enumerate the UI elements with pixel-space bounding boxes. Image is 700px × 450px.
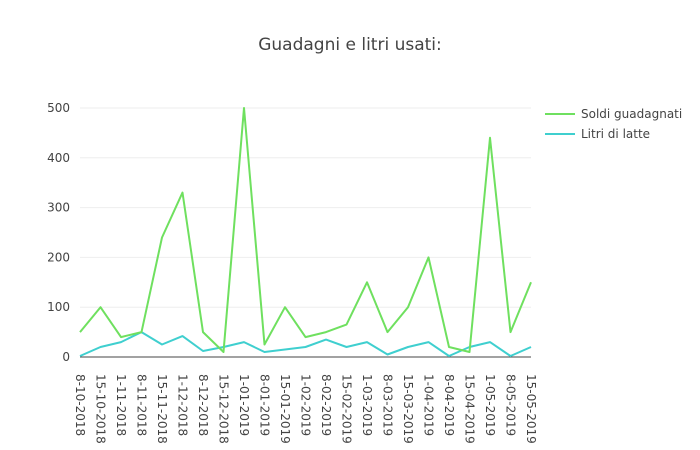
x-tick-label: 8-11-2018 [135,374,149,436]
series-line-litri-di-latte [79,331,532,357]
chart-title: Guadagni e litri usati: [258,35,442,55]
x-tick-label: 1-04-2019 [422,374,436,436]
legend-label: Litri di latte [581,127,650,141]
x-tick-label: 15-05-2019 [524,374,538,444]
x-tick-label: 8-05-2019 [504,374,518,436]
y-tick-label: 0 [62,350,70,364]
x-tick-label: 8-04-2019 [442,374,456,436]
x-tick-label: 1-01-2019 [237,374,251,436]
y-tick-label: 400 [47,151,70,165]
y-tick-label: 200 [47,250,70,264]
series-line-soldi-guadagnati [79,107,532,353]
x-tick-label: 8-01-2019 [258,374,272,436]
x-axis: 8-10-2018 15-10-2018 1-11-2018 8-11-2018 15-… [73,374,538,444]
x-tick-label: 1-05-2019 [483,374,497,436]
y-tick-label: 500 [47,101,70,115]
x-tick-label: 1-12-2018 [176,374,190,436]
gridlines [80,107,531,358]
x-tick-label: 8-12-2018 [196,374,210,436]
x-tick-label: 15-03-2019 [401,374,415,444]
legend[interactable]: Soldi guadagnati Litri di latte [545,107,682,141]
x-tick-label: 8-10-2018 [73,374,87,436]
x-tick-label: 15-12-2018 [217,374,231,444]
x-tick-label: 15-04-2019 [463,374,477,444]
x-tick-label: 8-03-2019 [381,374,395,436]
legend-label: Soldi guadagnati [581,107,682,121]
x-tick-label: 1-11-2018 [114,374,128,436]
x-tick-label: 15-11-2018 [155,374,169,444]
x-tick-label: 15-01-2019 [278,374,292,444]
x-tick-label: 15-10-2018 [94,374,108,444]
x-tick-label: 1-03-2019 [360,374,374,436]
legend-item[interactable]: Soldi guadagnati [545,107,682,121]
y-tick-label: 100 [47,300,70,314]
x-tick-label: 8-02-2019 [319,374,333,436]
y-tick-label: 300 [47,201,70,215]
series-lines [79,107,532,357]
y-axis: 0 100 200 300 400 500 [47,101,70,364]
x-tick-label: 15-02-2019 [340,374,354,444]
legend-item[interactable]: Litri di latte [545,127,650,141]
x-tick-label: 1-02-2019 [299,374,313,436]
